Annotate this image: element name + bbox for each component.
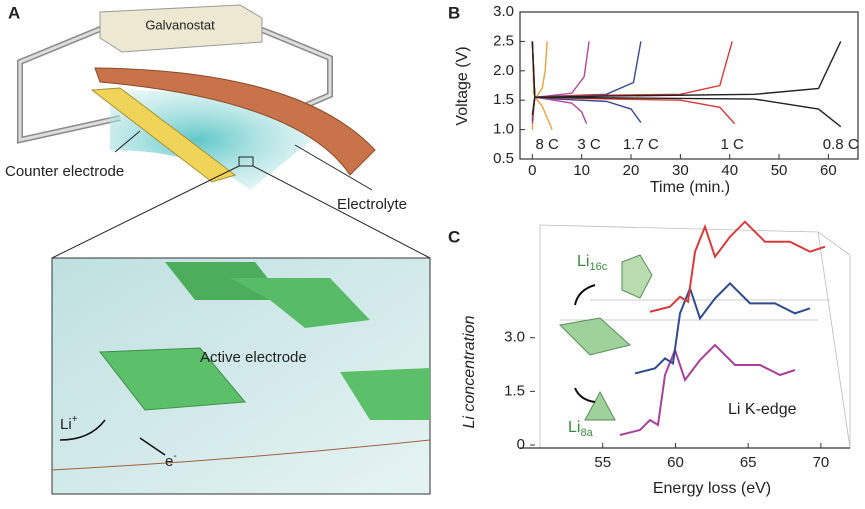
y-tick-label: 2.5 — [493, 32, 514, 49]
electron-base: e — [165, 453, 173, 470]
charge-curve — [531, 41, 842, 115]
charge-curve — [531, 41, 642, 121]
panel-label: B — [448, 3, 460, 22]
x-tick-label: 70 — [813, 454, 830, 471]
x-tick-label: 50 — [771, 162, 788, 179]
y-tick-label: 0 — [517, 436, 525, 453]
zoom-lines — [51, 165, 431, 259]
discharge-curve — [531, 41, 588, 124]
electron-sup: - — [173, 451, 176, 462]
y-tick-label: 1.5 — [504, 382, 525, 399]
tetrahedron — [584, 390, 616, 421]
discharge-curve — [531, 41, 642, 123]
ion-sup: + — [72, 414, 78, 425]
panel-b: B Time (min.) Voltage (V) 0 10 20 30 40 50 60 0… — [448, 3, 859, 196]
y-axis-label: Voltage (V) — [454, 46, 471, 125]
ion-label: Li+ — [60, 414, 78, 433]
active-electrode-label: Active electrode — [200, 349, 307, 366]
spectrum — [634, 281, 811, 375]
octahedron — [621, 254, 653, 299]
y-axis-label: Li concentration — [461, 315, 478, 428]
rate-label: 1 C — [721, 136, 745, 153]
galvanostat-label: Galvanostat — [145, 17, 215, 32]
working-electrode — [94, 67, 376, 176]
current-collector — [51, 439, 431, 471]
site-label: Li16c — [577, 253, 608, 273]
particle — [99, 347, 247, 411]
electrolyte-label: Electrolyte — [337, 196, 407, 213]
arrow — [574, 284, 596, 403]
x-tick-label: 20 — [623, 162, 640, 179]
counter-electrode — [90, 87, 237, 183]
rate-label: 1.7 C — [623, 136, 659, 153]
plot-frame — [519, 11, 859, 160]
y-tick-label: 2.0 — [493, 62, 514, 79]
panel-label: A — [8, 3, 20, 22]
ion-path — [59, 419, 106, 441]
y-tick-label: 0.5 — [493, 150, 514, 167]
x-tick-label: 65 — [740, 454, 757, 471]
polyhedra — [558, 317, 632, 356]
galvanostat-box — [99, 4, 263, 53]
x-tick-label: 30 — [672, 162, 689, 179]
zoom-marker — [238, 156, 254, 167]
ion-base: Li — [60, 416, 72, 433]
discharge-curve — [531, 41, 553, 130]
spectrum — [649, 220, 826, 313]
particle — [340, 368, 430, 420]
discharge-curve — [531, 41, 842, 128]
arrow — [294, 144, 373, 191]
panel-a: A Galvanostat Counter electrode Electrol… — [5, 3, 431, 495]
site-sub: 16c — [589, 261, 607, 273]
y-tick-label: 3.0 — [504, 329, 525, 346]
arrow — [114, 130, 141, 153]
x-tick-label: 10 — [573, 162, 590, 179]
x-tick-label: 60 — [820, 162, 837, 179]
x-tick-label: 0 — [528, 162, 536, 179]
site-base: Li — [568, 419, 580, 436]
annotation: Li K-edge — [728, 401, 797, 418]
wire — [18, 23, 332, 142]
x-tick-label: 55 — [594, 454, 611, 471]
rate-label: 8 C — [535, 136, 559, 153]
y-tick-label: 1.5 — [493, 91, 514, 108]
counter-electrode-label: Counter electrode — [5, 163, 124, 180]
site-base: Li — [577, 253, 589, 270]
spectrum — [619, 343, 796, 436]
electron-arrow — [139, 437, 166, 456]
charge-curve — [531, 41, 733, 118]
panel-c: C Energy loss (eV) Li concentration Li K… — [448, 220, 851, 497]
x-axis-label: Time (min.) — [650, 179, 730, 196]
rate-label: 0.8 C — [823, 136, 859, 153]
site-label: Li8a — [568, 419, 594, 439]
y-tick-label: 1.0 — [493, 121, 514, 138]
particle — [230, 278, 370, 328]
panel-label: C — [448, 227, 460, 246]
x-axis-label: Energy loss (eV) — [653, 480, 771, 497]
x-tick-label: 60 — [667, 454, 684, 471]
site-sub: 8a — [580, 427, 593, 439]
electron-label: e- — [165, 451, 177, 470]
x-tick-label: 40 — [721, 162, 738, 179]
rate-label: 3 C — [577, 136, 601, 153]
y-tick-label: 3.0 — [493, 3, 514, 20]
